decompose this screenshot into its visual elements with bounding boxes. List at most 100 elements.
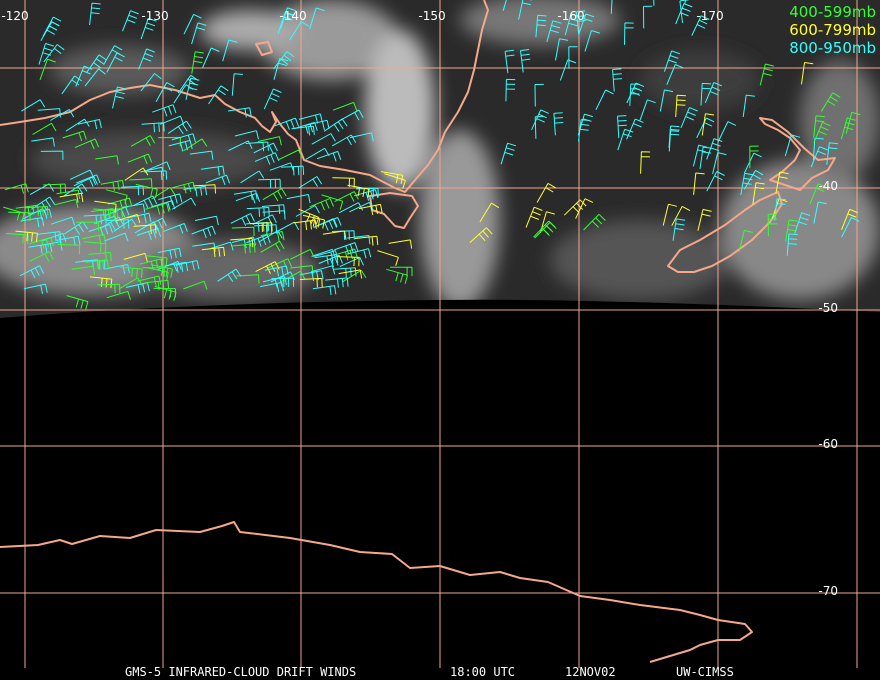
wind-barb [97,283,121,294]
wind-barb [663,50,681,72]
wind-barb [643,5,653,29]
wind-barb [390,266,413,277]
wind-barb [298,113,323,124]
wind-barb [309,197,334,211]
wind-barb [280,7,296,29]
wind-barb [120,266,143,278]
wind-barb [158,137,181,147]
wind-barb [712,152,727,175]
wind-barb [205,174,231,186]
wind-barb [64,221,89,235]
wind-barb [314,254,339,265]
wind-barb [209,241,234,251]
wind-barb [338,269,363,279]
wind-barb [105,189,128,204]
wind-barb [290,265,314,275]
wind-barb [133,224,157,234]
wind-barb [140,17,157,40]
wind-barb [231,73,243,96]
wind-barb [99,208,123,218]
wind-barb [42,16,62,37]
wind-barb [37,108,61,118]
wind-barb [106,264,130,275]
wind-barb [332,101,358,111]
wind-barb [245,141,269,152]
wind-barb [155,82,175,103]
wind-barb [29,251,54,262]
wind-barb [331,134,357,147]
wind-barb [624,22,634,45]
wind-barb [50,108,75,121]
wind-barb [100,179,125,191]
longitude-label: -170 [696,9,723,23]
wind-barb [299,277,323,288]
wind-barb [94,200,117,214]
wind-barb [240,170,265,184]
wind-barb [316,150,342,162]
wind-barb [103,45,123,65]
wind-barb [325,277,349,288]
wind-barb [138,48,155,70]
wind-barb [40,21,60,42]
wind-barb [693,172,705,195]
latitude-label: -40 [818,179,838,193]
wind-barb [704,82,723,103]
wind-barb [309,7,325,30]
wind-barb [536,182,556,203]
wind-barb [62,130,87,142]
wind-barb [738,229,753,252]
wind-barb [314,250,339,261]
wind-barb [145,279,170,291]
wind-barb [671,205,691,226]
wind-barb [146,161,171,171]
longitude-label: -150 [418,9,445,23]
wind-barb [298,208,320,226]
wind-barb [74,138,100,150]
wind-barb [84,68,106,87]
wind-barb [255,261,280,275]
legend-entry: 400-599mb [789,3,876,21]
wind-barb [263,88,282,110]
wind-barb [32,122,57,135]
wind-barb [227,107,252,118]
wind-barb [106,290,131,300]
wind-barb [228,140,253,151]
wind-barb [140,166,165,177]
wind-barb [286,194,311,204]
wind-barb [151,186,176,200]
wind-barb [258,230,283,243]
wind-barb [640,151,651,174]
wind-barb [65,118,90,132]
wind-barb [93,208,116,220]
wind-barbs [3,0,861,311]
wind-barb [208,85,229,105]
wind-barb [135,183,158,199]
wind-barb [293,219,317,231]
legend-entry: 800-950mb [789,39,876,57]
wind-barb [274,221,300,233]
wind-barb [183,13,202,35]
wind-barb [121,185,144,196]
wind-barb [89,2,101,26]
wind-barb [150,264,173,278]
wind-barb [38,241,63,251]
wind-barb [89,276,113,288]
wind-barb [358,203,383,215]
wind-barb [841,208,858,230]
wind-barb [140,73,162,92]
wind-barb [290,248,315,260]
wind-barb [672,218,686,241]
wind-barb [63,183,88,197]
wind-barb [706,171,725,192]
wind-barb [639,99,656,121]
wind-barb [469,227,493,243]
wind-barb [333,267,357,278]
wind-barb [23,283,48,294]
wind-barb [578,13,595,36]
latitude-label: -60 [818,437,838,451]
australia-coast [0,0,489,193]
wind-barb [742,94,755,117]
latitude-label: -70 [818,584,838,598]
wind-barb [377,250,399,266]
